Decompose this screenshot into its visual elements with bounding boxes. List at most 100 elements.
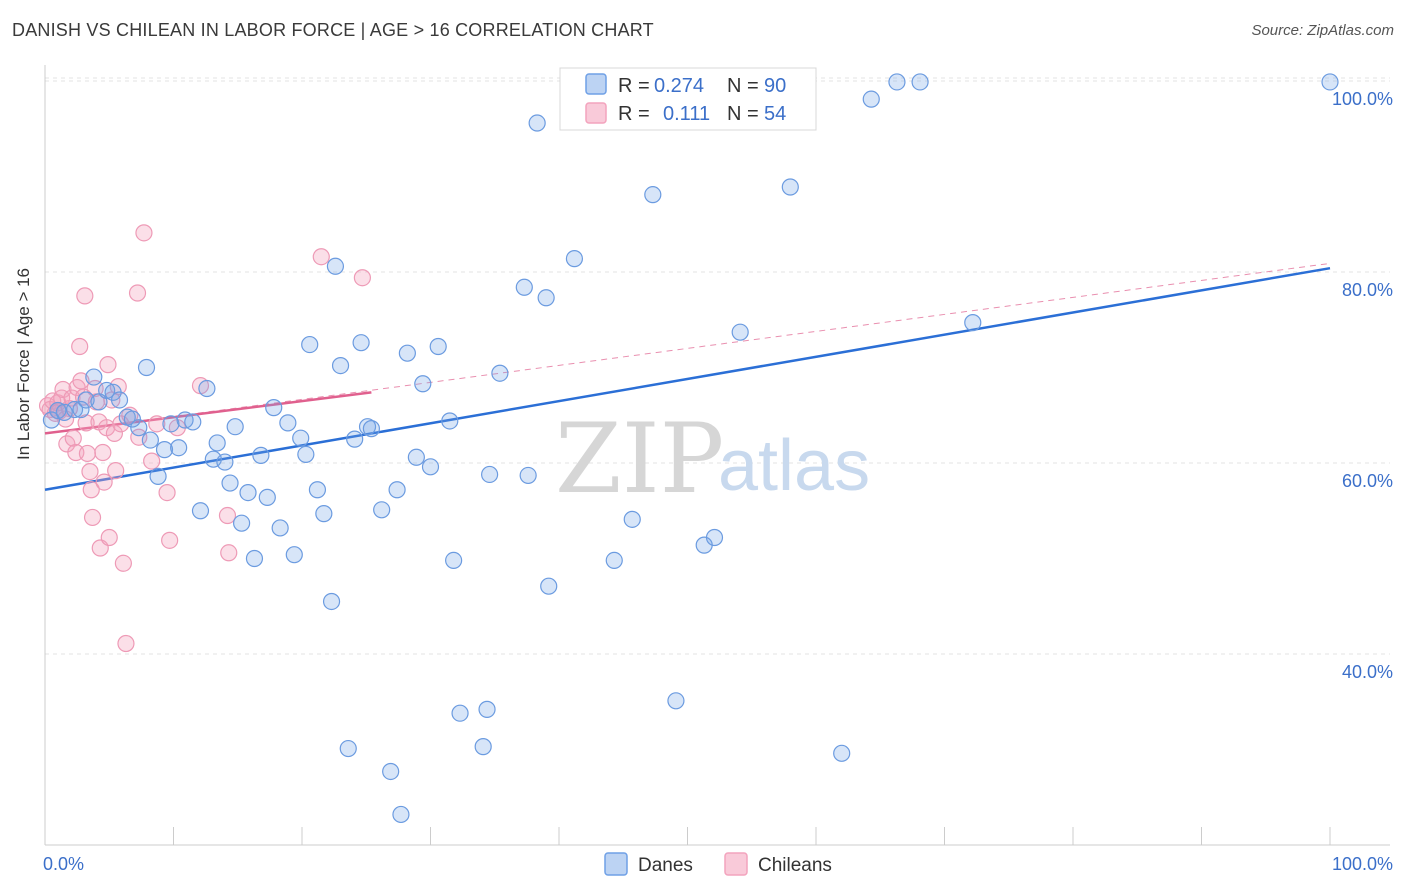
danes-point	[731, 323, 749, 341]
danes-point	[297, 445, 315, 464]
danes-point	[515, 278, 533, 296]
danes-point	[170, 439, 188, 457]
chileans-point	[81, 462, 99, 481]
y-tick-label: 100.0%	[1332, 89, 1393, 109]
danes-r-label: R =	[618, 75, 650, 97]
danes-point	[65, 400, 84, 419]
danes-point	[331, 356, 350, 375]
danes-point	[49, 401, 67, 420]
danes-point	[388, 481, 406, 499]
danes-point	[42, 411, 61, 429]
chileans-point	[76, 287, 94, 305]
x-tick-labels: 0.0% 100.0%	[43, 854, 1393, 874]
stats-box: R = 0.274 N = 90 R = 0.111 N = 54	[559, 67, 817, 131]
chileans-point	[54, 380, 72, 399]
danes-point	[271, 519, 289, 537]
danes-point	[221, 474, 239, 492]
watermark: ZIP atlas	[555, 403, 870, 515]
danes-point	[346, 430, 364, 448]
danes-point	[301, 335, 319, 354]
danes-point	[451, 704, 469, 722]
danes-point	[373, 501, 391, 519]
danes-point	[964, 314, 982, 332]
chileans-point	[135, 224, 153, 242]
danes-point	[226, 418, 244, 436]
chileans-point	[143, 452, 161, 470]
chileans-point	[71, 337, 89, 356]
danes-point	[623, 510, 641, 528]
danes-point	[110, 391, 129, 409]
danes-point	[1321, 73, 1339, 91]
danes-point	[162, 415, 180, 433]
chileans-swatch	[585, 102, 607, 124]
danes-point	[833, 744, 851, 762]
danes-point	[245, 549, 264, 568]
danes-point	[149, 467, 167, 485]
danes-point	[491, 364, 509, 382]
danes-point	[474, 738, 492, 756]
chileans-point	[100, 528, 118, 547]
chileans-point	[107, 462, 125, 480]
series-chileans-points	[38, 224, 371, 653]
chileans-r-value: 0.111	[663, 103, 710, 125]
danes-point	[216, 453, 234, 471]
danes-point	[605, 551, 623, 570]
chileans-point	[220, 544, 238, 562]
danes-point	[441, 412, 459, 430]
danes-point	[644, 186, 662, 204]
danes-point	[362, 420, 380, 438]
danes-point	[862, 90, 880, 108]
chileans-point	[95, 473, 113, 491]
legend-danes-swatch	[604, 852, 628, 876]
chileans-point	[148, 415, 166, 433]
danes-point	[155, 441, 174, 459]
trend-lines	[44, 262, 1331, 491]
danes-point	[322, 592, 341, 611]
watermark-zip: ZIP	[555, 403, 724, 515]
chileans-point	[105, 424, 123, 442]
danes-point	[130, 419, 148, 437]
danes-point	[339, 739, 357, 758]
danes-point	[77, 391, 95, 409]
danes-point	[667, 692, 685, 710]
danes-point	[537, 289, 555, 307]
x-tick-label: 100.0%	[1332, 854, 1393, 874]
y-tick-label: 40.0%	[1342, 662, 1393, 682]
danes-point	[781, 178, 799, 196]
danes-point	[315, 505, 333, 523]
chileans-n-label: N =	[727, 103, 759, 125]
danes-point	[85, 368, 103, 386]
danes-point	[233, 514, 251, 532]
danes-point	[705, 528, 724, 547]
danes-point	[308, 481, 327, 499]
chart-title: DANISH VS CHILEAN IN LABOR FORCE | AGE >…	[12, 20, 654, 40]
gridlines	[45, 77, 1390, 655]
chileans-point	[158, 484, 176, 502]
chileans-point	[99, 356, 117, 374]
chileans-trend-extended	[44, 262, 1331, 434]
danes-point	[239, 484, 257, 502]
axes	[44, 65, 1390, 846]
danes-point	[252, 446, 270, 464]
danes-point	[911, 73, 929, 91]
danes-point	[445, 551, 463, 570]
series-danes-points	[42, 73, 1339, 824]
chileans-point	[72, 372, 90, 390]
danes-trend-line	[44, 266, 1331, 491]
danes-n-value: 90	[764, 75, 786, 97]
danes-point	[421, 458, 440, 476]
danes-point	[98, 381, 116, 400]
chileans-trend-line	[44, 391, 372, 435]
danes-r-value: 0.274	[654, 75, 704, 97]
danes-point	[198, 379, 216, 398]
legend-danes-label: Danes	[638, 855, 693, 876]
danes-point	[184, 413, 202, 431]
danes-point	[137, 358, 156, 377]
chileans-point	[78, 444, 97, 463]
chileans-point	[58, 435, 76, 453]
chileans-point	[353, 269, 371, 287]
chileans-point	[94, 443, 112, 462]
danes-point	[279, 414, 297, 432]
danes-point	[888, 73, 906, 91]
